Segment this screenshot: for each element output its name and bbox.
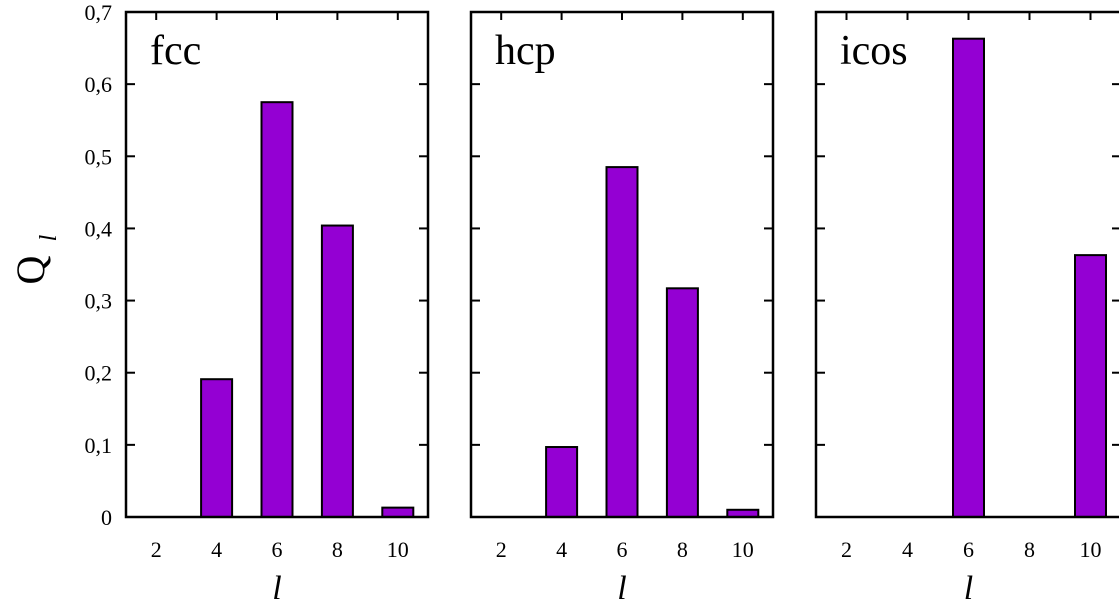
panel-title-icos: icos <box>840 28 908 74</box>
y-axis-title-main: Q <box>8 255 53 284</box>
y-tick-label: 0,3 <box>85 289 113 314</box>
x-tick-label-hcp: 2 <box>496 537 507 562</box>
y-axis-title: Q l <box>8 234 62 284</box>
y-tick-label: 0,6 <box>85 72 113 97</box>
bar-fcc-l6 <box>260 101 294 519</box>
y-tick-label: 0,2 <box>85 361 113 386</box>
y-tick-label: 0 <box>101 505 112 530</box>
x-tick-label-fcc: 10 <box>387 537 409 562</box>
x-tick-label-hcp: 6 <box>617 537 628 562</box>
bar-icos-l10 <box>1074 254 1107 518</box>
bar-hcp-l4 <box>545 446 579 518</box>
panel-fcc: 0 0,1 0,2 0,3 0,4 0,5 0,6 0,7 2 4 6 8 10 fcc l <box>85 0 430 607</box>
panel-hcp: 2 4 6 8 10 hcp l <box>469 10 775 607</box>
bar-fcc-l4 <box>200 378 234 519</box>
chart-panels: 0 0,1 0,2 0,3 0,4 0,5 0,6 0,7 2 4 6 8 10 fcc l 2 4 6 8 10 hc… <box>85 0 1119 607</box>
y-axis-title-subscript: l <box>36 234 62 241</box>
x-tick-label-icos: 8 <box>1024 537 1035 562</box>
bar-hcp-l8 <box>665 287 699 518</box>
bar-fcc-l8 <box>320 224 354 519</box>
bar-icos-l6 <box>952 37 985 518</box>
x-axis-title-icos: l <box>964 570 973 607</box>
y-tick-label: 0,4 <box>85 216 113 241</box>
x-tick-label-hcp: 4 <box>556 537 567 562</box>
x-axis-title-hcp: l <box>617 570 626 607</box>
x-tick-label-fcc: 4 <box>211 537 222 562</box>
x-tick-label-fcc: 2 <box>151 537 162 562</box>
x-tick-label-fcc: 6 <box>272 537 283 562</box>
y-tick-label: 0,5 <box>85 144 113 169</box>
x-tick-label-icos: 4 <box>902 537 913 562</box>
x-axis-title-fcc: l <box>272 570 281 607</box>
y-tick-label: 0,7 <box>85 0 113 25</box>
panel-icos: 2 4 6 8 10 icos l <box>814 10 1119 607</box>
x-tick-label-hcp: 10 <box>732 537 754 562</box>
x-tick-label-icos: 2 <box>841 537 852 562</box>
y-tick-label: 0,1 <box>85 433 113 458</box>
panel-title-fcc: fcc <box>150 28 201 74</box>
x-tick-label-icos: 10 <box>1080 537 1102 562</box>
x-tick-label-fcc: 8 <box>332 537 343 562</box>
x-tick-label-hcp: 8 <box>677 537 688 562</box>
x-tick-label-icos: 6 <box>963 537 974 562</box>
bar-fcc-l10 <box>381 506 415 519</box>
panel-title-hcp: hcp <box>495 28 556 74</box>
bar-hcp-l6 <box>605 166 639 518</box>
